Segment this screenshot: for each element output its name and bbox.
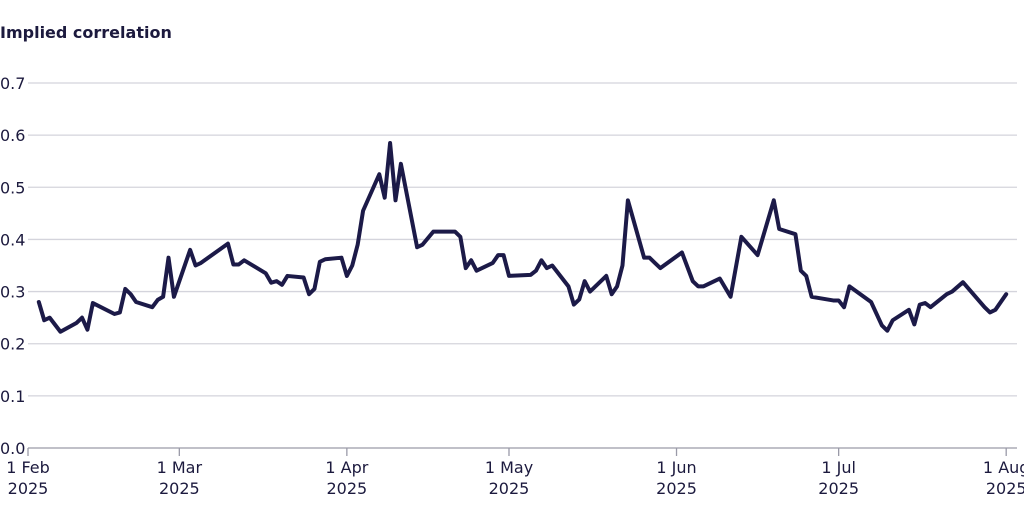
y-tick-label-bg [0,437,27,459]
y-tick-label: 0.2 [0,335,25,354]
y-tick-label-bg [0,280,27,303]
y-tick-label: 0.0 [0,439,25,458]
x-tick-label: 1 Mar 2025 [157,458,203,498]
y-tick-label-bg [0,176,27,199]
x-tick-label: 1 Aug2025 [983,458,1024,498]
y-tick-label-bg [0,384,27,407]
y-tick-label: 0.7 [0,74,25,93]
y-tick-label: 0.3 [0,283,25,302]
y-tick-label: 0.5 [0,178,25,197]
y-tick-label: 0.4 [0,230,25,249]
series-line [36,140,1009,334]
y-tick-label-bg [0,124,27,147]
y-tick-label: 0.6 [0,126,25,145]
y-tick-label-bg [0,72,27,94]
chart-title: Implied correlation [0,23,172,42]
x-tick-label: 1 Jun 2025 [656,458,697,498]
x-tick-label: 1 Feb 2025 [6,458,50,498]
x-tick-label: 1 Apr 2025 [325,458,368,498]
x-tick-label: 1 Jul 2025 [818,458,859,498]
x-tick-label: 1 May 2025 [485,458,533,498]
y-tick-label: 0.1 [0,387,25,406]
y-tick-label-bg [0,228,27,251]
y-tick-label-bg [0,332,27,355]
